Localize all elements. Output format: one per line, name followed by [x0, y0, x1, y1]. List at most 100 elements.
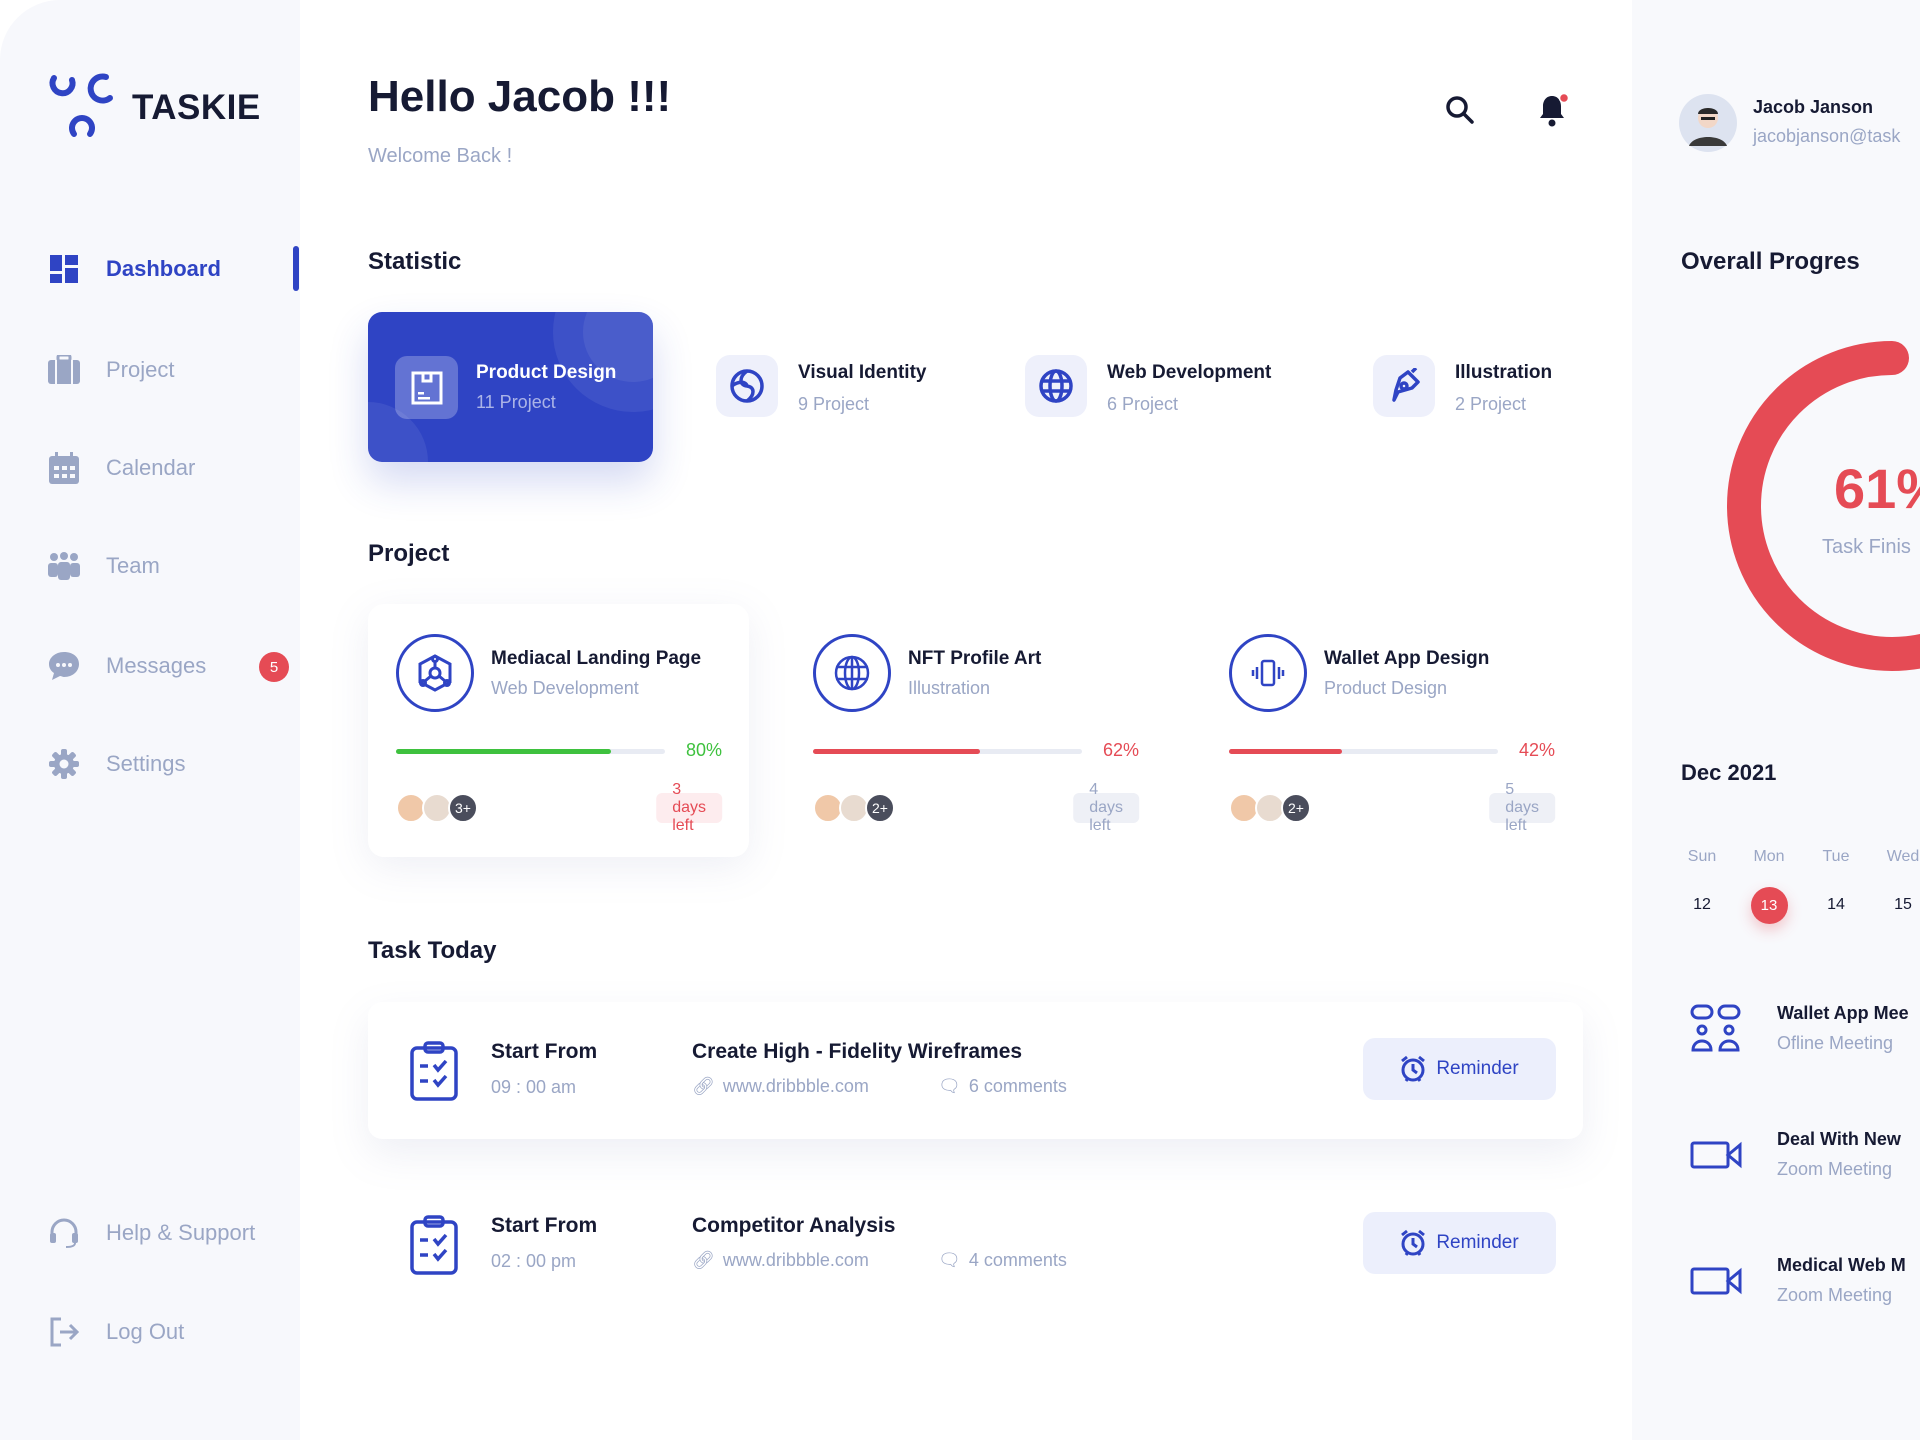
link-icon: 🔗︎: [692, 1076, 715, 1096]
day-label: Sun: [1687, 848, 1717, 865]
logout-icon: [48, 1316, 80, 1348]
link-text: www.dribbble.com: [722, 1076, 869, 1096]
calendar-month: Dec 2021: [1681, 760, 1777, 785]
event-title[interactable]: Wallet App Mee: [1777, 1003, 1909, 1023]
sidebar-item-settings[interactable]: Settings: [48, 744, 298, 784]
stat-card-product-design[interactable]: Product Design 11 Project: [368, 312, 653, 462]
headset-icon: [48, 1217, 80, 1249]
sidebar-item-messages[interactable]: Messages: [48, 646, 298, 686]
member-avatar: [1255, 793, 1285, 823]
member-avatars: 2+: [1229, 793, 1319, 827]
deadline-badge: 3 days left: [656, 781, 722, 834]
date-cell[interactable]: 14: [1827, 896, 1845, 913]
start-label: Start From: [491, 1040, 598, 1063]
day-label: Wed: [1886, 848, 1920, 865]
progress-bar: [1229, 749, 1498, 754]
progress-fill: [813, 749, 980, 754]
project-category: Illustration: [908, 678, 991, 698]
meeting-icon: [1690, 1004, 1741, 1052]
task-comments[interactable]: 🗨︎ 6 comments: [938, 1076, 1067, 1097]
task-row[interactable]: Start From 02 : 00 pm Competitor Analysi…: [368, 1176, 1583, 1313]
sidebar-item-team[interactable]: Team: [48, 546, 298, 586]
clipboard-check-icon: [410, 1215, 458, 1275]
date-cell[interactable]: 15: [1894, 896, 1912, 913]
stat-count: 6 Project: [1107, 394, 1179, 414]
avatar[interactable]: [1679, 94, 1737, 152]
task-comments[interactable]: 🗨︎ 4 comments: [938, 1250, 1067, 1271]
stat-item-visual-identity[interactable]: Visual Identity 9 Project: [716, 355, 926, 417]
progress-arc: [1727, 341, 1920, 671]
reminder-label: Reminder: [1436, 1058, 1519, 1079]
start-time: 09 : 00 am: [491, 1077, 577, 1097]
sidebar-item-label: Messages: [106, 653, 207, 678]
sidebar-item-label: Settings: [106, 751, 186, 776]
task-heading: Task Today: [368, 937, 497, 964]
stat-item-web-development[interactable]: Web Development 6 Project: [1025, 355, 1271, 417]
calendar-icon: [48, 452, 80, 484]
more-members: 2+: [1281, 793, 1311, 823]
hexagon-network-icon: [396, 634, 474, 712]
progress-label: 80%: [685, 740, 722, 760]
deadline-badge: 4 days left: [1073, 781, 1139, 834]
team-icon: [48, 550, 80, 582]
link-text: www.dribbble.com: [722, 1250, 869, 1270]
bell-icon[interactable]: [1536, 92, 1570, 128]
active-indicator: [293, 246, 299, 291]
project-heading: Project: [368, 540, 450, 567]
comments-count: 4 comments: [968, 1250, 1067, 1270]
stat-title: Illustration: [1455, 362, 1553, 383]
page-title: Hello Jacob !!!: [368, 72, 672, 121]
logo-icon: [49, 73, 113, 137]
messages-badge: 5: [259, 652, 289, 682]
comments-count: 6 comments: [968, 1076, 1067, 1096]
project-category: Product Design: [1324, 678, 1448, 698]
reminder-button[interactable]: Reminder: [1363, 1038, 1556, 1100]
sidebar-item-logout[interactable]: Log Out: [48, 1312, 298, 1352]
task-link[interactable]: 🔗︎ www.dribbble.com: [692, 1250, 869, 1271]
search-icon[interactable]: [1445, 95, 1475, 125]
event-title[interactable]: Medical Web M: [1777, 1255, 1906, 1275]
sidebar-item-label: Calendar: [106, 455, 196, 480]
member-avatars: 3+: [396, 793, 486, 827]
event-subtitle: Zoom Meeting: [1777, 1159, 1893, 1179]
progress-fill: [1229, 749, 1342, 754]
project-category: Web Development: [491, 678, 639, 698]
progress-label: 42%: [1518, 740, 1555, 760]
more-members: 3+: [448, 793, 478, 823]
event-subtitle: Ofline Meeting: [1777, 1033, 1894, 1053]
progress-title: Overall Progres: [1681, 248, 1860, 275]
start-label: Start From: [491, 1214, 598, 1237]
sidebar-item-label: Dashboard: [106, 256, 221, 281]
reminder-label: Reminder: [1436, 1232, 1519, 1253]
project-title: NFT Profile Art: [908, 648, 1042, 669]
stat-item-illustration[interactable]: Illustration 2 Project: [1373, 355, 1552, 417]
reminder-button[interactable]: Reminder: [1363, 1212, 1556, 1274]
briefcase-icon: [48, 354, 80, 386]
event-title[interactable]: Deal With New: [1777, 1129, 1901, 1149]
date-cell-selected[interactable]: 13: [1744, 887, 1794, 924]
sidebar-item-project[interactable]: Project: [48, 350, 298, 390]
user-email: jacobjanson@task: [1753, 126, 1901, 146]
progress-caption: Task Finis: [1822, 536, 1911, 558]
date-cell[interactable]: 12: [1693, 896, 1711, 913]
comment-icon: 🗨︎: [938, 1250, 961, 1270]
calendar-days: Sun Mon Tue Wed: [1677, 848, 1920, 866]
progress-donut: [1727, 341, 1920, 671]
task-row[interactable]: Start From 09 : 00 am Create High - Fide…: [368, 1002, 1583, 1139]
sidebar-item-label: Team: [106, 553, 160, 578]
sidebar-item-help[interactable]: Help & Support: [48, 1213, 298, 1253]
task-link[interactable]: 🔗︎ www.dribbble.com: [692, 1076, 869, 1097]
project-title: Wallet App Design: [1324, 648, 1490, 669]
more-members: 2+: [865, 793, 895, 823]
date-number: 13: [1750, 887, 1788, 924]
day-label: Tue: [1822, 848, 1850, 865]
stat-title: Visual Identity: [798, 362, 927, 383]
sidebar-item-label: Help & Support: [106, 1220, 256, 1245]
stat-count: 11 Project: [476, 392, 556, 412]
grid-icon: [48, 253, 80, 285]
right-panel: [1632, 0, 1920, 1440]
sidebar-item-label: Log Out: [106, 1319, 185, 1344]
progress-label: 62%: [1102, 740, 1139, 760]
sidebar-item-dashboard[interactable]: Dashboard: [48, 249, 298, 289]
sidebar-item-calendar[interactable]: Calendar: [48, 448, 298, 488]
